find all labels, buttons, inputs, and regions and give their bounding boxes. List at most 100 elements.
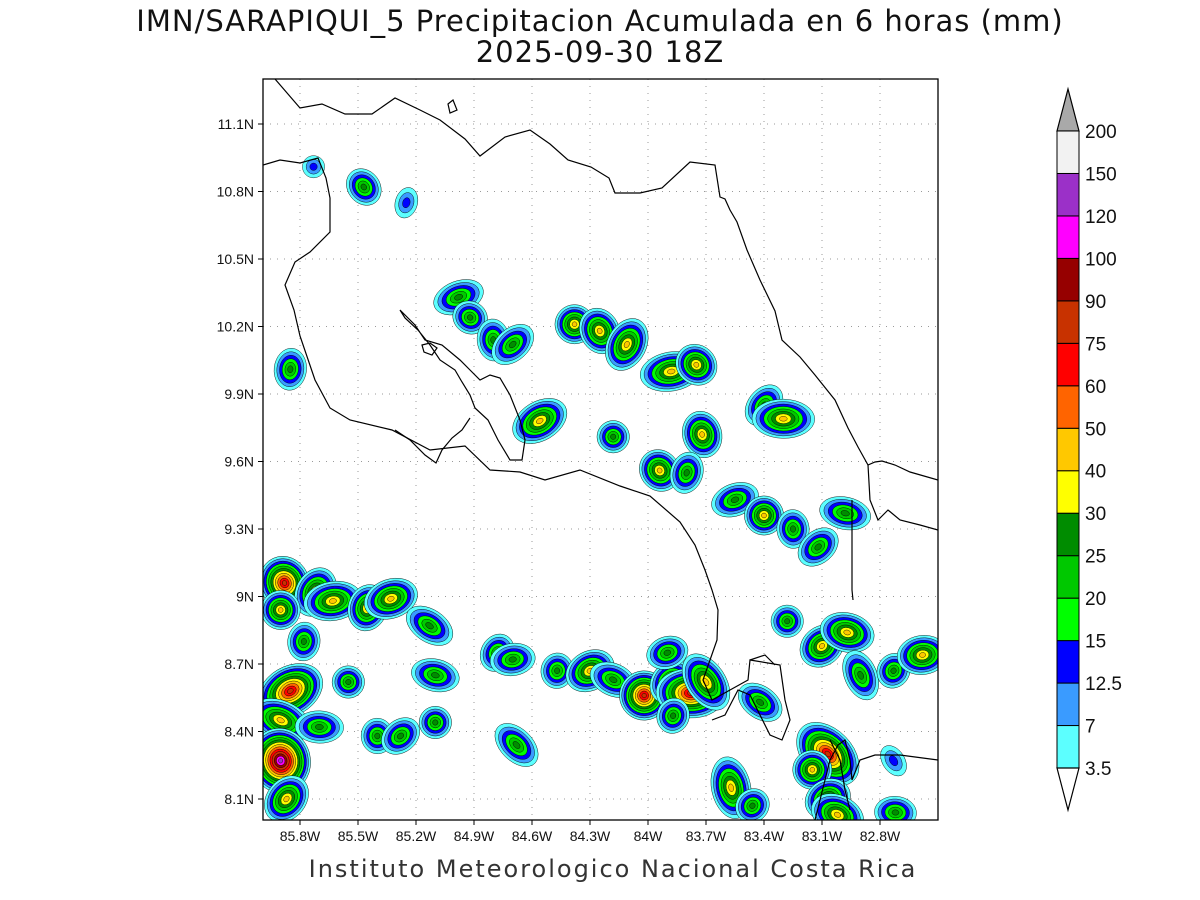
precip-cell — [489, 642, 536, 677]
lon-tick-label: 84W — [634, 828, 664, 844]
colorbar-swatch — [1056, 512, 1080, 557]
precip-contour — [890, 667, 897, 674]
precip-contour — [683, 469, 690, 477]
precip-cell — [770, 604, 804, 638]
precip-cell — [411, 658, 460, 693]
precip-contour — [790, 525, 796, 533]
lat-tick-label: 10.8N — [217, 184, 254, 200]
precip-cell — [287, 621, 321, 662]
panama-coast-south — [814, 738, 938, 820]
precip-contour — [889, 755, 899, 767]
lon-tick-label: 84.9W — [454, 828, 495, 844]
precipitation-field — [263, 155, 938, 820]
map-subtitle-datetime: 2025-09-30 18Z — [475, 35, 725, 69]
lon-tick-label: 85.2W — [396, 828, 437, 844]
precip-contour — [467, 314, 474, 321]
lat-tick-label: 10.5N — [217, 251, 254, 267]
precip-cell — [744, 495, 784, 536]
lon-tick-label: 83.4W — [744, 828, 785, 844]
precip-cell — [491, 324, 534, 365]
precip-cell — [605, 318, 649, 371]
colorbar-label: 200 — [1085, 122, 1117, 143]
lat-tick-label: 9.9N — [224, 386, 254, 402]
colorbar-label: 75 — [1085, 334, 1106, 355]
plot-frame — [262, 78, 939, 821]
precip-contour — [278, 607, 284, 613]
lon-tick-label: 84.3W — [570, 828, 611, 844]
precip-contour — [784, 618, 791, 625]
precip-contour — [360, 183, 367, 191]
precip-contour — [667, 368, 676, 375]
institution-credit: Instituto Meteorologico Nacional Costa R… — [308, 855, 918, 883]
colorbar-swatch — [1056, 130, 1080, 174]
nicoya-gulf — [399, 309, 526, 461]
precip-contour — [840, 510, 850, 517]
precip-cell — [346, 168, 382, 206]
colorbar-label: 90 — [1085, 292, 1106, 313]
precip-contour — [623, 341, 630, 348]
precip-contour — [431, 672, 440, 679]
colorbar-swatch — [1056, 640, 1080, 684]
precip-cell — [512, 398, 568, 444]
precip-cell — [273, 348, 307, 391]
precip-contour — [670, 712, 677, 719]
colorbar-swatch — [1056, 172, 1080, 217]
colorbar-swatch — [1056, 342, 1080, 387]
precip-contour — [329, 598, 337, 604]
precip-contour — [814, 543, 822, 551]
precip-cell — [876, 653, 911, 689]
precip-contour — [656, 467, 663, 474]
burica-peninsula — [829, 739, 851, 811]
bocas-coast — [867, 464, 938, 531]
precip-contour — [454, 294, 463, 301]
lon-tick-label: 82.8W — [860, 828, 901, 844]
latitude-axis: 11.1N 10.8N 10.5N 10.2N 9.9N 9.6N 9.3N 9N 8.7N 8.… — [217, 116, 263, 807]
colorbar-swatch — [1056, 215, 1080, 259]
precip-cell — [675, 344, 718, 386]
colorbar-label: 150 — [1085, 164, 1117, 185]
precip-contour — [287, 365, 294, 373]
colorbar-label: 40 — [1085, 462, 1106, 483]
precip-contour — [508, 340, 517, 349]
precip-contour — [610, 433, 617, 440]
precip-cell — [646, 635, 689, 670]
lon-tick-label: 83.7W — [686, 828, 727, 844]
precip-contour — [283, 795, 290, 803]
lat-tick-label: 9.6N — [224, 454, 254, 470]
lat-tick-label: 8.1N — [224, 791, 254, 807]
precip-contour — [282, 580, 288, 586]
precip-contour — [843, 629, 851, 636]
precip-contour — [809, 767, 815, 773]
colorbar-label: 20 — [1085, 589, 1106, 610]
precip-contour — [397, 732, 404, 740]
precip-cell — [381, 717, 420, 755]
precip-cell — [263, 590, 301, 630]
precip-contour — [278, 758, 284, 764]
precip-contour — [571, 321, 578, 327]
precip-cell — [394, 187, 419, 219]
lat-tick-label: 10.2N — [217, 319, 254, 335]
precip-contour — [919, 652, 926, 658]
lat-tick-label: 9.3N — [224, 521, 254, 537]
panama-border — [851, 500, 854, 601]
lat-tick-label: 11.1N — [218, 116, 254, 132]
precip-cell — [331, 665, 365, 699]
colorbar-label: 100 — [1085, 249, 1117, 270]
precip-cell — [776, 509, 810, 549]
precip-cell — [263, 698, 311, 743]
lon-tick-label: 83.1W — [802, 828, 843, 844]
colorbar-label: 60 — [1085, 377, 1106, 398]
map-title: IMN/SARAPIQUI_5 Precipitacion Acumulada … — [136, 4, 1064, 38]
precip-cell — [792, 749, 833, 790]
precip-cell — [819, 612, 875, 653]
precip-cell — [540, 652, 574, 689]
precip-contour — [554, 667, 561, 674]
colorbar-swatch — [1056, 257, 1080, 302]
precip-contour — [609, 676, 618, 683]
lon-tick-label: 85.5W — [338, 828, 379, 844]
osa-bay — [749, 654, 776, 666]
precip-cell — [737, 682, 783, 722]
precip-cell — [797, 527, 839, 567]
colorbar-label: 3.5 — [1085, 759, 1111, 780]
colorbar-label: 12.5 — [1085, 674, 1122, 695]
